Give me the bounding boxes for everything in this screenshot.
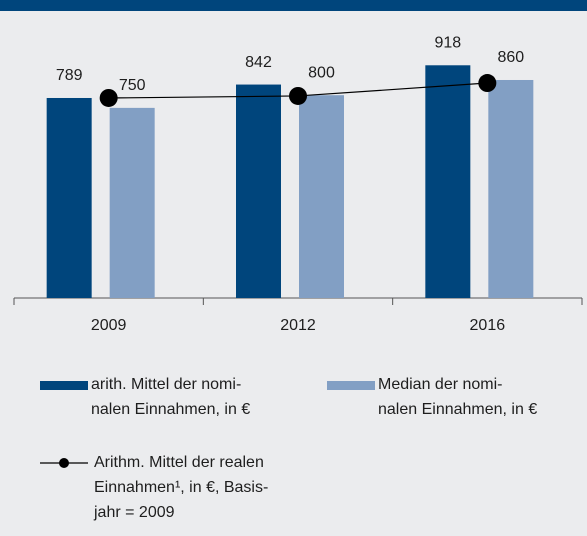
line-point xyxy=(478,74,497,93)
x-tick-label: 2009 xyxy=(91,317,127,334)
legend-label: nalen Einnahmen, in € xyxy=(91,401,250,418)
legend-marker xyxy=(59,458,69,468)
line-point xyxy=(99,88,118,107)
legend-label: Median der nomi- xyxy=(378,376,503,393)
value-label: 750 xyxy=(119,77,146,94)
legend-label: Arithm. Mittel der realen xyxy=(94,454,264,471)
line-point xyxy=(289,86,307,105)
x-tick-label: 2016 xyxy=(470,317,506,334)
legend-label: jahr = 2009 xyxy=(93,504,175,521)
value-label: 842 xyxy=(245,54,272,71)
bar xyxy=(299,95,344,298)
value-label: 860 xyxy=(497,49,524,66)
bar xyxy=(425,65,471,298)
legend-swatch xyxy=(40,381,88,390)
header-band xyxy=(0,0,587,11)
bar xyxy=(488,79,534,299)
legend-swatch xyxy=(327,381,375,390)
legend-label: Einnahmen¹, in €, Basis- xyxy=(94,479,268,496)
bar xyxy=(109,107,155,298)
value-label: 918 xyxy=(434,35,461,52)
legend-label: arith. Mittel der nomi- xyxy=(91,376,241,393)
value-label: 789 xyxy=(56,67,83,84)
value-label: 800 xyxy=(308,64,335,81)
x-tick-label: 2012 xyxy=(280,317,316,334)
legend-label: nalen Einnahmen, in € xyxy=(378,401,537,418)
bar xyxy=(46,97,92,299)
bar xyxy=(236,84,281,298)
